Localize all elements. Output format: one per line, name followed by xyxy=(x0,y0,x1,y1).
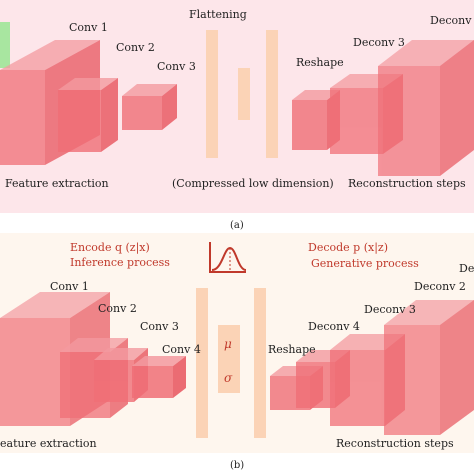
label-deconv-edge-b: De xyxy=(459,262,474,275)
latent-bar xyxy=(238,68,250,120)
label-reshape-a: Reshape xyxy=(296,56,344,69)
label-conv2-a: Conv 2 xyxy=(116,41,155,54)
label-deconv4-b: Deconv 4 xyxy=(308,320,360,333)
deconv-right-block xyxy=(378,40,474,176)
label-reshape-b: Reshape xyxy=(268,343,316,356)
label-deconv3-b: Deconv 3 xyxy=(364,303,416,316)
label-sigma: σ xyxy=(224,371,233,385)
panel-a-blocks xyxy=(0,30,474,176)
encode-bar xyxy=(196,288,208,438)
label-deconv-right-a: Deconv 1 xyxy=(430,14,474,27)
label-encode-sub: Inference process xyxy=(70,256,170,269)
label-conv1-b: Conv 1 xyxy=(50,280,89,293)
label-flattening-a: Flattening xyxy=(189,8,247,21)
label-conv3-a: Conv 3 xyxy=(157,60,196,73)
latent-box xyxy=(218,325,240,393)
conv4-block-b xyxy=(132,356,186,398)
flatten-bar-left xyxy=(206,30,218,158)
label-conv2-b: Conv 2 xyxy=(98,302,137,315)
conv3-block-b xyxy=(94,348,148,402)
label-conv4-b: Conv 4 xyxy=(162,343,201,356)
label-compressed-a: (Compressed low dimension) xyxy=(172,177,334,190)
conv2-block xyxy=(58,78,118,152)
label-mu: μ xyxy=(224,337,232,351)
caption-b: (b) xyxy=(230,460,245,471)
label-reconstruction-a: Reconstruction steps xyxy=(348,177,466,190)
label-conv1-a: Conv 1 xyxy=(69,21,108,34)
label-conv3-b: Conv 3 xyxy=(140,320,179,333)
conv3-block xyxy=(122,84,177,130)
label-decode-sub: Generative process xyxy=(311,257,419,270)
decode-bar xyxy=(254,288,266,438)
label-deconv2-b: Deconv 2 xyxy=(414,280,466,293)
label-encode-title: Encode q (z|x) xyxy=(70,241,150,254)
gaussian-icon xyxy=(207,240,247,274)
label-feature-extraction-a: Feature extraction xyxy=(5,177,109,190)
deconv2-block-b xyxy=(384,300,474,435)
label-feature-extraction-b: eature extraction xyxy=(0,437,97,450)
label-deconv3-a: Deconv 3 xyxy=(353,36,405,49)
caption-a: (a) xyxy=(230,220,244,231)
flatten-bar-right xyxy=(266,30,278,158)
label-decode-title: Decode p (x|z) xyxy=(308,241,388,254)
label-reconstruction-b: Reconstruction steps xyxy=(336,437,454,450)
panel-a-accent xyxy=(0,22,10,68)
